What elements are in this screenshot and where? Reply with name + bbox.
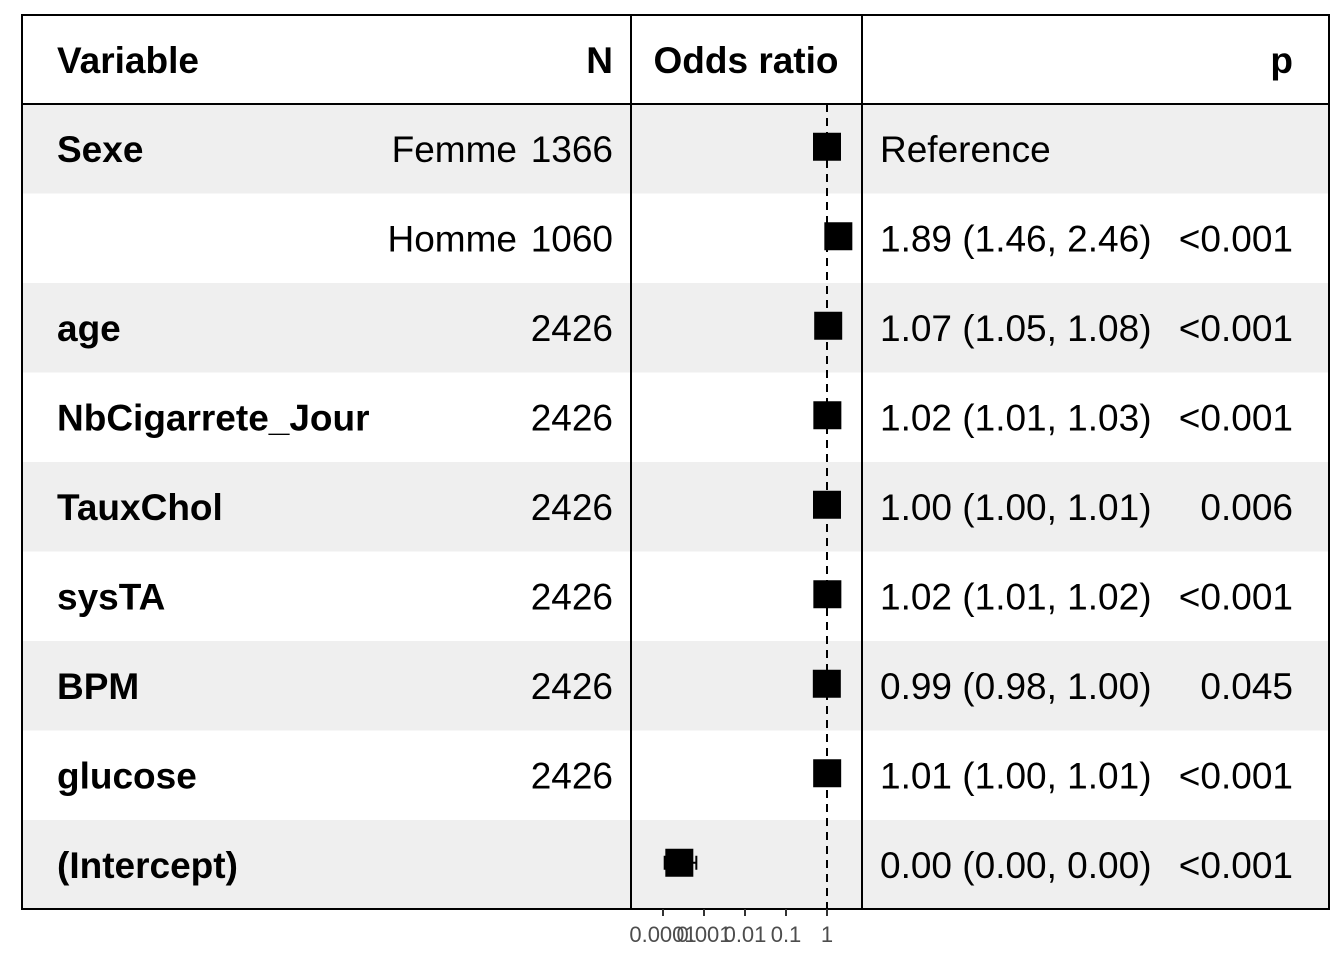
table-border	[21, 14, 1330, 910]
row-ci: 1.07 (1.05, 1.08)	[880, 308, 1152, 349]
estimate-marker	[813, 490, 841, 519]
row-level: Homme	[387, 218, 517, 259]
estimate-marker	[813, 132, 841, 161]
row-n: 2426	[531, 397, 613, 438]
row-variable: BPM	[57, 666, 139, 707]
row-ci: 0.99 (0.98, 1.00)	[880, 666, 1152, 707]
estimate-marker	[814, 311, 843, 340]
row-level: Femme	[392, 129, 517, 170]
x-tick-label: 0.01	[724, 922, 767, 947]
x-tick-label: 0.001	[676, 922, 731, 947]
header-p: p	[1270, 40, 1293, 81]
row-n: 2426	[531, 308, 613, 349]
row-n: 2426	[531, 576, 613, 617]
row-n: 2426	[531, 487, 613, 528]
row-variable: Sexe	[57, 129, 143, 170]
row-stripe	[22, 641, 1329, 731]
row-variable: age	[57, 308, 121, 349]
row-ci: 1.02 (1.01, 1.02)	[880, 576, 1152, 617]
header-variable: Variable	[57, 40, 199, 81]
x-tick-label: 1	[821, 922, 833, 947]
row-ci: 1.00 (1.00, 1.01)	[880, 487, 1152, 528]
row-p: <0.001	[1179, 845, 1293, 886]
row-variable: sysTA	[57, 576, 165, 617]
row-variable: glucose	[57, 755, 197, 796]
row-p: 0.045	[1200, 666, 1293, 707]
x-tick-label: 0.1	[771, 922, 802, 947]
row-ci: 0.00 (0.00, 0.00)	[880, 845, 1152, 886]
row-n: 2426	[531, 755, 613, 796]
odds-ratio-markers	[663, 132, 853, 877]
row-stripe	[22, 283, 1329, 373]
header-n: N	[586, 40, 613, 81]
row-variable: TauxChol	[57, 487, 223, 528]
row-p: <0.001	[1179, 576, 1293, 617]
row-stripe	[22, 462, 1329, 552]
header-odds-ratio: Odds ratio	[653, 40, 838, 81]
row-n: 1366	[531, 129, 613, 170]
row-p: <0.001	[1179, 308, 1293, 349]
estimate-marker	[824, 222, 853, 251]
row-variable: (Intercept)	[57, 845, 238, 886]
row-n: 2426	[531, 666, 613, 707]
estimate-marker	[813, 759, 842, 788]
row-ci: Reference	[880, 129, 1051, 170]
estimate-marker	[665, 848, 694, 877]
row-stripe	[22, 104, 1329, 194]
x-tick-label: 0.0001	[629, 922, 696, 947]
row-ci: 1.01 (1.00, 1.01)	[880, 755, 1152, 796]
estimate-marker	[813, 401, 842, 430]
estimate-marker	[813, 580, 842, 609]
estimate-marker	[812, 669, 841, 698]
table-rows: Sexe Femme 1366 Reference Homme 1060 1.89 (1.4…	[57, 129, 1293, 886]
row-ci: 1.02 (1.01, 1.03)	[880, 397, 1152, 438]
row-p: <0.001	[1179, 218, 1293, 259]
row-p: <0.001	[1179, 755, 1293, 796]
row-variable: NbCigarrete_Jour	[57, 397, 370, 438]
row-ci: 1.89 (1.46, 2.46)	[880, 218, 1152, 259]
row-p: <0.001	[1179, 397, 1293, 438]
row-p: 0.006	[1200, 487, 1293, 528]
row-n: 1060	[531, 218, 613, 259]
